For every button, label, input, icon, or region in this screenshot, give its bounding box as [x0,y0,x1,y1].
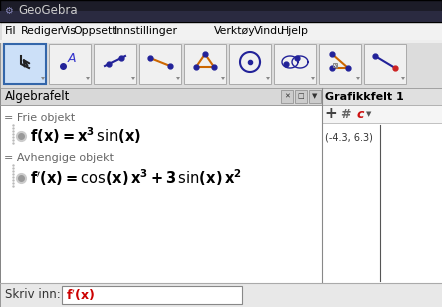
Bar [62,286,242,304]
Text: Vindu: Vindu [254,26,285,36]
Text: GeoGebra: GeoGebra [18,5,78,17]
Text: $\mathbf{f(x) = x^3\,\sin(x)}$: $\mathbf{f(x) = x^3\,\sin(x)}$ [30,126,141,146]
Bar [364,44,406,84]
Text: ▼: ▼ [312,94,318,99]
Text: Algebrafelt: Algebrafelt [5,90,70,103]
Text: +: + [324,107,337,122]
Bar [0,22,442,40]
Bar [322,88,442,105]
Text: c: c [356,107,364,121]
Bar [0,88,322,105]
Bar [94,44,136,84]
Bar [0,40,442,88]
Polygon shape [86,77,90,80]
Bar [0,22,2,40]
Bar [184,44,226,84]
Bar [0,0,442,22]
Polygon shape [401,77,405,80]
Text: Hjelp: Hjelp [281,26,309,36]
Text: Innstillinger: Innstillinger [114,26,178,36]
Bar [4,44,46,84]
Text: Skriv inn:: Skriv inn: [5,289,61,301]
Bar [0,283,442,307]
Text: $\mathbf{f'(x)}$: $\mathbf{f'(x)}$ [66,287,95,303]
Bar [274,44,316,84]
Bar [319,44,361,84]
Polygon shape [311,77,315,80]
Bar [49,44,91,84]
Bar [229,44,271,84]
Text: Fil: Fil [5,26,16,36]
Text: Grafikkfelt 1: Grafikkfelt 1 [325,91,404,102]
Text: Oppsett: Oppsett [73,26,117,36]
Polygon shape [356,77,360,80]
Bar [295,90,307,103]
Polygon shape [41,77,45,80]
Text: Vis: Vis [61,26,77,36]
Bar [333,63,337,67]
Bar [0,11,442,22]
Polygon shape [131,77,135,80]
Bar [309,90,321,103]
Text: (-4.3, 6.3): (-4.3, 6.3) [325,132,373,142]
Bar [0,105,442,283]
Polygon shape [221,77,225,80]
Text: = Avhengige objekt: = Avhengige objekt [4,153,114,163]
Polygon shape [176,77,180,80]
Text: #: # [340,107,350,121]
Polygon shape [266,77,270,80]
Text: $\mathbf{f'(x) = \cos(x)\,x^3 + 3\,\sin(x)\,x^2}$: $\mathbf{f'(x) = \cos(x)\,x^3 + 3\,\sin(… [30,168,242,188]
Text: = Frie objekt: = Frie objekt [4,113,75,123]
Bar [139,44,181,84]
Text: ✕: ✕ [284,94,290,99]
Bar [322,105,442,123]
Text: ▼: ▼ [366,111,372,117]
Text: □: □ [298,94,304,99]
Text: Rediger: Rediger [20,26,63,36]
Text: Verktøy: Verktøy [213,26,255,36]
Text: ⚙: ⚙ [4,6,12,16]
Bar [0,40,442,43]
Text: A: A [68,52,76,64]
Bar [281,90,293,103]
